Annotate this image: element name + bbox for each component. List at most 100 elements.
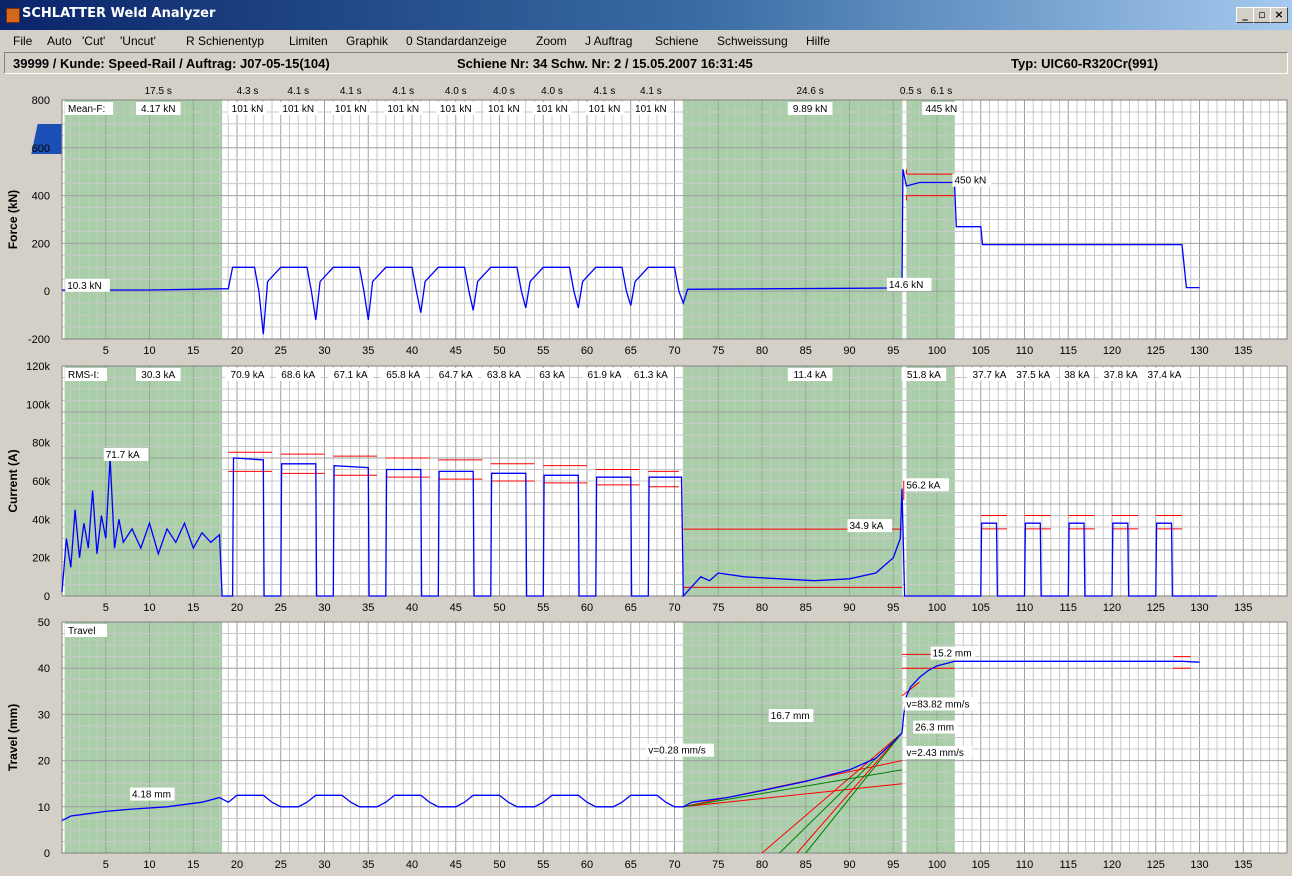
annotation-box xyxy=(847,519,893,533)
menu-limiten[interactable]: Limiten xyxy=(289,34,328,48)
menu-schweissung[interactable]: Schweissung xyxy=(717,34,788,48)
y-axis-label: Force (kN) xyxy=(6,190,20,249)
phase-value-box xyxy=(275,368,321,381)
phase-value-box xyxy=(383,102,423,115)
menu-bar: File Auto 'Cut' 'Uncut' R Schienentyp Li… xyxy=(0,30,1292,52)
x-tick-label: 75 xyxy=(712,602,724,614)
phase-value-box xyxy=(535,368,569,381)
phase-value-box xyxy=(228,102,267,115)
x-tick-label: 85 xyxy=(800,602,812,614)
phase-value-box xyxy=(1060,368,1094,381)
x-tick-label: 35 xyxy=(362,345,374,357)
menu-hilfe[interactable]: Hilfe xyxy=(806,34,831,48)
menu-schiene[interactable]: Schiene xyxy=(655,34,699,48)
phase-value-box xyxy=(481,368,527,381)
close-button[interactable]: × xyxy=(1270,7,1288,23)
x-tick-label: 45 xyxy=(450,345,462,357)
limit-line xyxy=(796,732,903,854)
annotation-box xyxy=(904,745,973,759)
maximize-button[interactable]: ▫ xyxy=(1253,7,1271,23)
y-tick-label: 30 xyxy=(38,709,50,721)
y-tick-label: 800 xyxy=(32,95,50,107)
menu-auto[interactable]: Auto xyxy=(47,34,72,48)
y-tick-label: 600 xyxy=(32,143,50,155)
menu-auftrag[interactable]: J Auftrag xyxy=(585,34,633,48)
y-tick-label: 20k xyxy=(32,553,50,565)
phase-value-label: 101 kN xyxy=(440,104,472,115)
header-label: Travel xyxy=(68,626,95,637)
x-tick-label: 70 xyxy=(668,859,680,871)
y-tick-label: 40 xyxy=(38,663,50,675)
x-tick-label: 15 xyxy=(187,345,199,357)
x-tick-label: 70 xyxy=(668,602,680,614)
annotation-box xyxy=(930,646,976,660)
phase-value-label: 101 kN xyxy=(589,104,621,115)
duration-label: 4.0 s xyxy=(541,86,563,97)
x-tick-label: 130 xyxy=(1190,345,1208,357)
menu-schienentyp[interactable]: R Schienentyp xyxy=(186,34,265,48)
duration-label: 4.0 s xyxy=(493,86,515,97)
y-tick-label: 80k xyxy=(32,438,50,450)
weld-number-info: Schiene Nr: 34 Schw. Nr: 2 / 15.05.2007 … xyxy=(457,56,753,71)
annotation-label: v=2.43 mm/s xyxy=(906,748,964,759)
x-tick-label: 15 xyxy=(187,602,199,614)
phase-value-box xyxy=(436,102,476,115)
phase-value-label: 65.8 kA xyxy=(386,370,420,381)
x-tick-label: 25 xyxy=(275,345,287,357)
y-tick-label: 20 xyxy=(38,756,50,768)
menu-zoom[interactable]: Zoom xyxy=(536,34,567,48)
phase-value-box xyxy=(582,368,627,381)
duration-label: 4.1 s xyxy=(287,86,309,97)
phase-value-label: 4.17 kN xyxy=(141,104,175,115)
x-tick-label: 110 xyxy=(1016,602,1034,614)
x-tick-label: 135 xyxy=(1234,602,1252,614)
order-info: 39999 / Kunde: Speed-Rail / Auftrag: J07… xyxy=(13,56,330,71)
x-tick-label: 35 xyxy=(362,602,374,614)
annotation-label: 4.18 mm xyxy=(132,790,171,801)
x-tick-label: 65 xyxy=(625,859,637,871)
annotation-box xyxy=(646,743,715,757)
annotation-box xyxy=(130,787,175,801)
phase-value-box xyxy=(628,368,674,381)
phase-value-label: 68.6 kA xyxy=(281,370,315,381)
y-axis-label: Current (A) xyxy=(6,449,20,512)
x-tick-label: 40 xyxy=(406,345,418,357)
phase-value-label: 70.9 kA xyxy=(231,370,265,381)
annotation-label: 34.9 kA xyxy=(850,521,884,532)
x-tick-label: 105 xyxy=(972,602,990,614)
phase-value-box xyxy=(135,102,181,115)
x-tick-label: 55 xyxy=(537,602,549,614)
y-tick-label: -200 xyxy=(28,334,50,346)
menu-uncut[interactable]: 'Uncut' xyxy=(120,34,156,48)
phase-value-label: 37.5 kA xyxy=(1016,370,1050,381)
phase-value-label: 11.4 kA xyxy=(794,370,827,381)
tangent-line xyxy=(805,732,903,854)
y-tick-label: 50 xyxy=(38,617,50,629)
y-tick-label: 0 xyxy=(44,286,50,298)
menu-file[interactable]: File xyxy=(13,34,33,48)
annotation-label: 26.3 mm xyxy=(915,723,954,734)
annotation-label: v=83.82 mm/s xyxy=(906,699,969,710)
menu-graphik[interactable]: Graphik xyxy=(346,34,389,48)
x-tick-label: 75 xyxy=(712,859,724,871)
app-icon xyxy=(6,8,20,23)
phase-value-label: 101 kN xyxy=(488,104,520,115)
y-axis-label: Travel (mm) xyxy=(6,704,20,771)
x-tick-label: 115 xyxy=(1059,602,1077,614)
phase-value-label: 9.89 kN xyxy=(793,104,827,115)
y-tick-label: 10 xyxy=(38,802,50,814)
x-tick-label: 95 xyxy=(887,602,899,614)
phase-value-label: 64.7 kA xyxy=(439,370,473,381)
phase-value-box xyxy=(787,368,833,381)
duration-label: 4.1 s xyxy=(392,86,414,97)
menu-cut[interactable]: 'Cut' xyxy=(82,34,106,48)
phase-value-box xyxy=(631,102,671,115)
x-tick-label: 90 xyxy=(843,602,855,614)
phase-value-box xyxy=(225,368,270,381)
duration-label: 4.3 s xyxy=(237,86,259,97)
phase-value-label: 61.3 kA xyxy=(634,370,668,381)
menu-standardanzeige[interactable]: 0 Standardanzeige xyxy=(406,34,507,48)
x-tick-label: 100 xyxy=(928,859,946,871)
duration-label: 17.5 s xyxy=(145,86,172,97)
